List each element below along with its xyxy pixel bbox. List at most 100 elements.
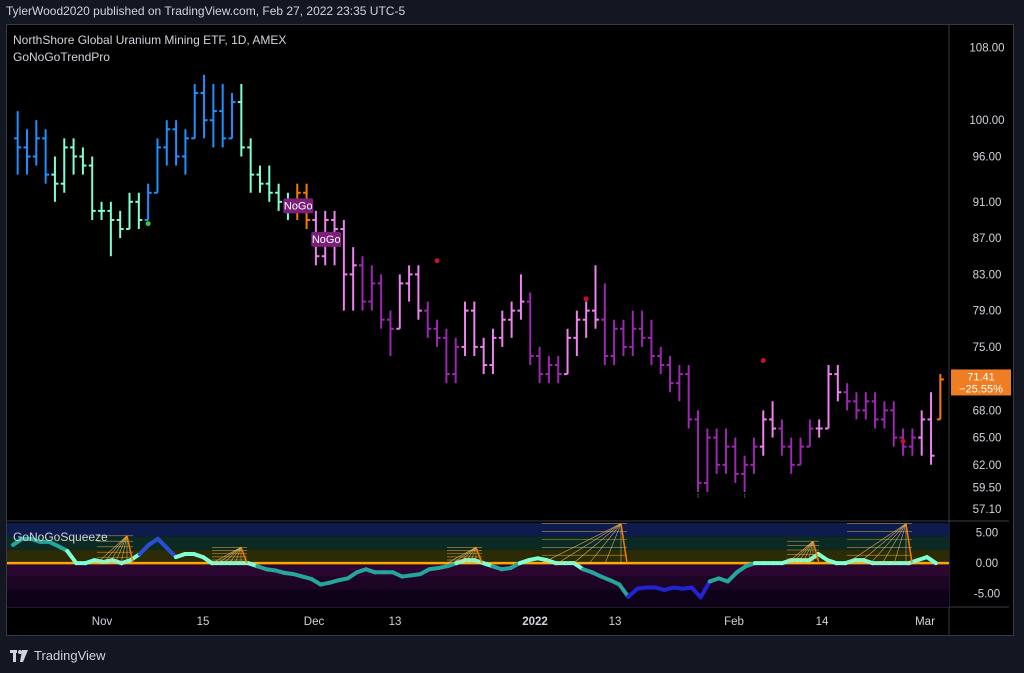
tent-line [604, 523, 622, 564]
ohlc-bar [14, 111, 22, 175]
time-tick-label: Feb [724, 616, 744, 628]
ohlc-bar [163, 120, 171, 166]
ohlc-bar [769, 401, 777, 438]
ohlc-bar [825, 365, 832, 430]
squeeze-line-segment [725, 570, 739, 584]
tent-line [464, 547, 477, 564]
tent-line [802, 541, 814, 564]
last-price-value: 71.41 [967, 371, 995, 383]
tent-line [120, 535, 128, 564]
squeeze-tick-label: 0.00 [976, 558, 998, 570]
ohlc-bar [23, 129, 31, 175]
nogo-label-text: NoGo [312, 234, 341, 246]
ohlc-bar [610, 319, 618, 366]
ohlc-bar [498, 310, 506, 347]
squeeze-band [7, 576, 949, 590]
ohlc-bar [722, 428, 730, 474]
ohlc-bar [116, 210, 124, 239]
ohlc-bar [51, 156, 59, 202]
tent-line [217, 547, 242, 564]
tent-line [223, 547, 242, 564]
ohlc-bar [79, 147, 87, 175]
ohlc-bar [32, 120, 40, 166]
tent-line [846, 523, 907, 564]
price-tick-label: 87.00 [973, 233, 1002, 245]
ohlc-bar [741, 455, 749, 492]
ohlc-bar [918, 410, 926, 456]
ohlc-bar [88, 156, 96, 220]
tent-line [108, 535, 128, 564]
ohlc-bar [461, 301, 469, 356]
ohlc-bar [619, 319, 627, 356]
nogo-dot [434, 258, 440, 264]
tent-line [882, 523, 907, 564]
ohlc-bar [936, 374, 944, 421]
ohlc-bar [172, 120, 180, 166]
ohlc-bar [452, 337, 460, 384]
ohlc-bar [536, 346, 544, 384]
ohlc-bar [181, 129, 189, 175]
chart-area[interactable]: ↕ ↕ NoGo NoGo 108.00 100.00 96.00 91.00 87.00 83… [6, 24, 1014, 636]
time-tick-label: 13 [389, 616, 402, 628]
price-tick-label: 79.00 [973, 306, 1002, 318]
squeeze-line-segment [65, 549, 79, 566]
ohlc-bar [806, 419, 814, 448]
ohlc-bar [135, 192, 143, 230]
time-tick-label: Nov [92, 616, 113, 628]
ohlc-bar [517, 274, 525, 320]
chart-svg[interactable]: ↕ ↕ NoGo NoGo 108.00 100.00 96.00 91.00 87.00 83… [7, 25, 1013, 635]
time-tick-label: Dec [304, 616, 325, 628]
price-tick-label: 57.10 [973, 504, 1002, 516]
ohlc-bar [70, 138, 78, 175]
ohlc-bar [647, 319, 655, 366]
time-tick-label: 14 [816, 616, 829, 628]
ohlc-bar [834, 365, 842, 402]
squeeze-band [7, 523, 949, 537]
ohlc-bar [778, 419, 786, 456]
tent-line [458, 547, 477, 564]
ohlc-bar [582, 301, 590, 338]
ohlc-bar [694, 410, 702, 492]
tent-line [858, 523, 907, 564]
go-dot [145, 221, 151, 227]
tent-line [102, 535, 128, 564]
tent-edge [812, 541, 820, 564]
nogo-dot [760, 358, 766, 364]
time-tick-label: 15 [197, 616, 210, 628]
ohlc-bar [526, 292, 534, 366]
last-price-badge-bg [951, 369, 1011, 396]
nogo-label: NoGo [311, 231, 342, 247]
tent-edge [620, 523, 628, 564]
ohlc-bar [209, 83, 217, 148]
footer-brand: TradingView [34, 648, 106, 663]
ohlc-bar [890, 401, 898, 447]
ohlc-bar [666, 355, 674, 393]
last-price-badge: 71.41−25.55% [951, 369, 1011, 396]
ohlc-bar [396, 274, 404, 330]
squeeze-tent [96, 535, 134, 564]
ohlc-bar [554, 355, 562, 384]
ohlc-bar [442, 328, 450, 384]
tent-line [797, 541, 814, 564]
ohlc-bar [592, 265, 599, 329]
squeeze-line-segment [155, 536, 169, 550]
go-arrow-mark: ↕ [696, 492, 700, 499]
tent-line [469, 547, 477, 564]
ohlc-bar [256, 165, 264, 193]
tent-line [541, 523, 622, 564]
price-tick-label: 91.00 [973, 197, 1002, 209]
ohlc-bar [573, 310, 581, 356]
tent-line [96, 535, 128, 564]
price-tick-label: 83.00 [973, 269, 1002, 281]
tent-line [893, 523, 907, 564]
ohlc-bar [685, 365, 693, 429]
ohlc-bar [359, 256, 366, 311]
squeeze-line-segment [137, 542, 151, 557]
ohlc-bar [219, 83, 227, 148]
ohlc-bar [60, 138, 68, 193]
nogo-label-bg [283, 198, 314, 214]
price-tick-label: 108.00 [969, 43, 1004, 55]
time-tick-label: 2022 [522, 616, 548, 628]
squeeze-line-segment [924, 555, 938, 566]
tent-line [786, 540, 814, 564]
